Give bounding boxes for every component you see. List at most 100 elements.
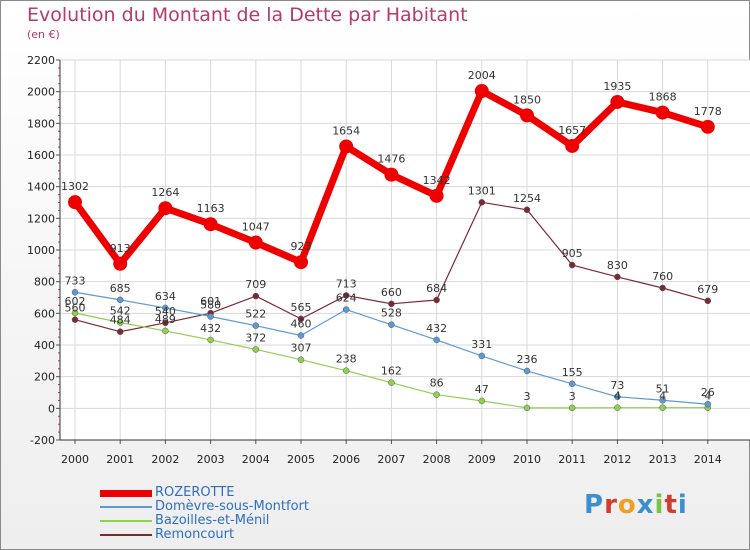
- legend-label: Bazoilles-et-Ménil: [155, 513, 270, 528]
- series-point-1: [116, 296, 124, 304]
- y-tick-label: 1400: [27, 181, 55, 194]
- y-tick-label: 1800: [27, 117, 55, 130]
- x-tick-label: 2008: [423, 453, 451, 466]
- series-point-0: [610, 94, 625, 109]
- data-label-0: 1342: [423, 174, 451, 187]
- data-label-3: 660: [381, 286, 402, 299]
- data-label-3: 560: [65, 302, 86, 315]
- series-point-2: [342, 367, 350, 374]
- y-tick-label: 2200: [27, 54, 55, 67]
- data-label-1: 634: [155, 290, 176, 303]
- y-tick-label: 1600: [27, 149, 55, 162]
- series-point-3: [342, 292, 350, 299]
- series-point-1: [162, 304, 169, 312]
- series-point-2: [162, 327, 169, 335]
- data-label-2: 162: [381, 365, 402, 378]
- data-label-1: 522: [245, 308, 266, 321]
- data-label-0: 1163: [197, 202, 225, 215]
- series-point-2: [297, 356, 305, 363]
- series-point-0: [700, 119, 715, 134]
- data-label-3: 830: [607, 259, 628, 272]
- data-label-3: 679: [697, 283, 718, 296]
- data-label-2: 3: [524, 390, 531, 403]
- logo-letter: o: [617, 490, 637, 520]
- data-label-2: 86: [430, 377, 444, 390]
- y-tick-label: 1200: [27, 212, 55, 225]
- data-label-2: 4: [659, 390, 666, 403]
- data-label-3: 709: [245, 278, 266, 291]
- series-point-3: [71, 316, 79, 323]
- logo-letter: t: [664, 490, 678, 520]
- logo-letter: x: [636, 490, 655, 520]
- series-point-1: [704, 400, 712, 408]
- data-label-2: 432: [200, 322, 221, 335]
- data-label-2: 307: [291, 342, 312, 355]
- series-point-3: [297, 315, 305, 323]
- series-point-1: [433, 336, 440, 344]
- series-point-2: [207, 336, 214, 344]
- data-label-1: 155: [562, 366, 583, 379]
- data-label-0: 1302: [61, 180, 89, 193]
- series-point-1: [614, 393, 621, 401]
- series-point-1: [568, 380, 576, 388]
- series-point-0: [248, 235, 263, 250]
- x-tick-label: 2010: [513, 453, 541, 466]
- x-tick-label: 2013: [649, 453, 677, 466]
- data-label-1: 580: [200, 299, 221, 312]
- x-tick-label: 2014: [694, 453, 722, 466]
- data-label-3: 713: [336, 277, 357, 290]
- data-label-2: 47: [475, 383, 489, 396]
- data-label-3: 565: [291, 301, 312, 314]
- data-label-1: 236: [517, 353, 538, 366]
- data-label-2: 4: [704, 390, 711, 403]
- x-tick-label: 2011: [558, 453, 586, 466]
- series-point-3: [433, 296, 440, 304]
- y-tick-label: 800: [34, 276, 55, 289]
- data-label-3: 760: [652, 270, 673, 283]
- x-tick-label: 2012: [603, 453, 631, 466]
- y-tick-label: 2000: [27, 86, 55, 99]
- x-tick-label: 2007: [377, 453, 405, 466]
- series-point-0: [520, 108, 534, 123]
- data-label-0: 1476: [377, 153, 405, 166]
- chart-title: Evolution du Montant de la Dette par Hab…: [27, 4, 468, 26]
- series-point-2: [659, 404, 666, 411]
- data-label-3: 540: [155, 305, 176, 318]
- data-label-2: 602: [65, 295, 86, 308]
- x-tick-label: 2001: [106, 453, 134, 466]
- data-label-2: 4: [614, 390, 621, 403]
- series-point-0: [474, 84, 489, 99]
- chart-subtitle: (en €): [27, 28, 60, 41]
- series-point-2: [568, 404, 576, 412]
- series-point-1: [252, 322, 260, 329]
- series-point-3: [704, 297, 712, 305]
- x-tick-label: 2005: [287, 453, 315, 466]
- series-point-2: [478, 397, 486, 405]
- series-point-0: [68, 195, 82, 210]
- x-tick-label: 2000: [61, 453, 89, 466]
- logo-letter: P: [584, 490, 605, 520]
- series-point-0: [203, 217, 218, 232]
- data-label-0: 1654: [332, 124, 360, 137]
- y-tick-label: 400: [34, 339, 55, 352]
- series-point-3: [252, 292, 260, 300]
- data-label-1: 460: [291, 318, 312, 331]
- y-tick-label: 1000: [27, 244, 55, 257]
- series-point-2: [614, 404, 621, 411]
- legend-swatch: [100, 534, 152, 536]
- data-label-0: 2004: [468, 69, 496, 82]
- y-tick-label: 600: [34, 307, 55, 320]
- series-point-2: [116, 319, 124, 326]
- series-point-0: [113, 256, 128, 271]
- series-point-0: [429, 188, 444, 203]
- series-point-3: [162, 319, 169, 327]
- legend-swatch: [100, 506, 152, 508]
- data-label-0: 1264: [151, 186, 179, 199]
- data-label-2: 3: [569, 390, 576, 403]
- series-point-0: [294, 255, 308, 270]
- data-label-1: 73: [610, 379, 624, 392]
- data-label-0: 1657: [558, 124, 586, 137]
- data-label-1: 685: [110, 282, 131, 295]
- data-label-3: 484: [110, 314, 131, 327]
- x-tick-label: 2004: [242, 453, 270, 466]
